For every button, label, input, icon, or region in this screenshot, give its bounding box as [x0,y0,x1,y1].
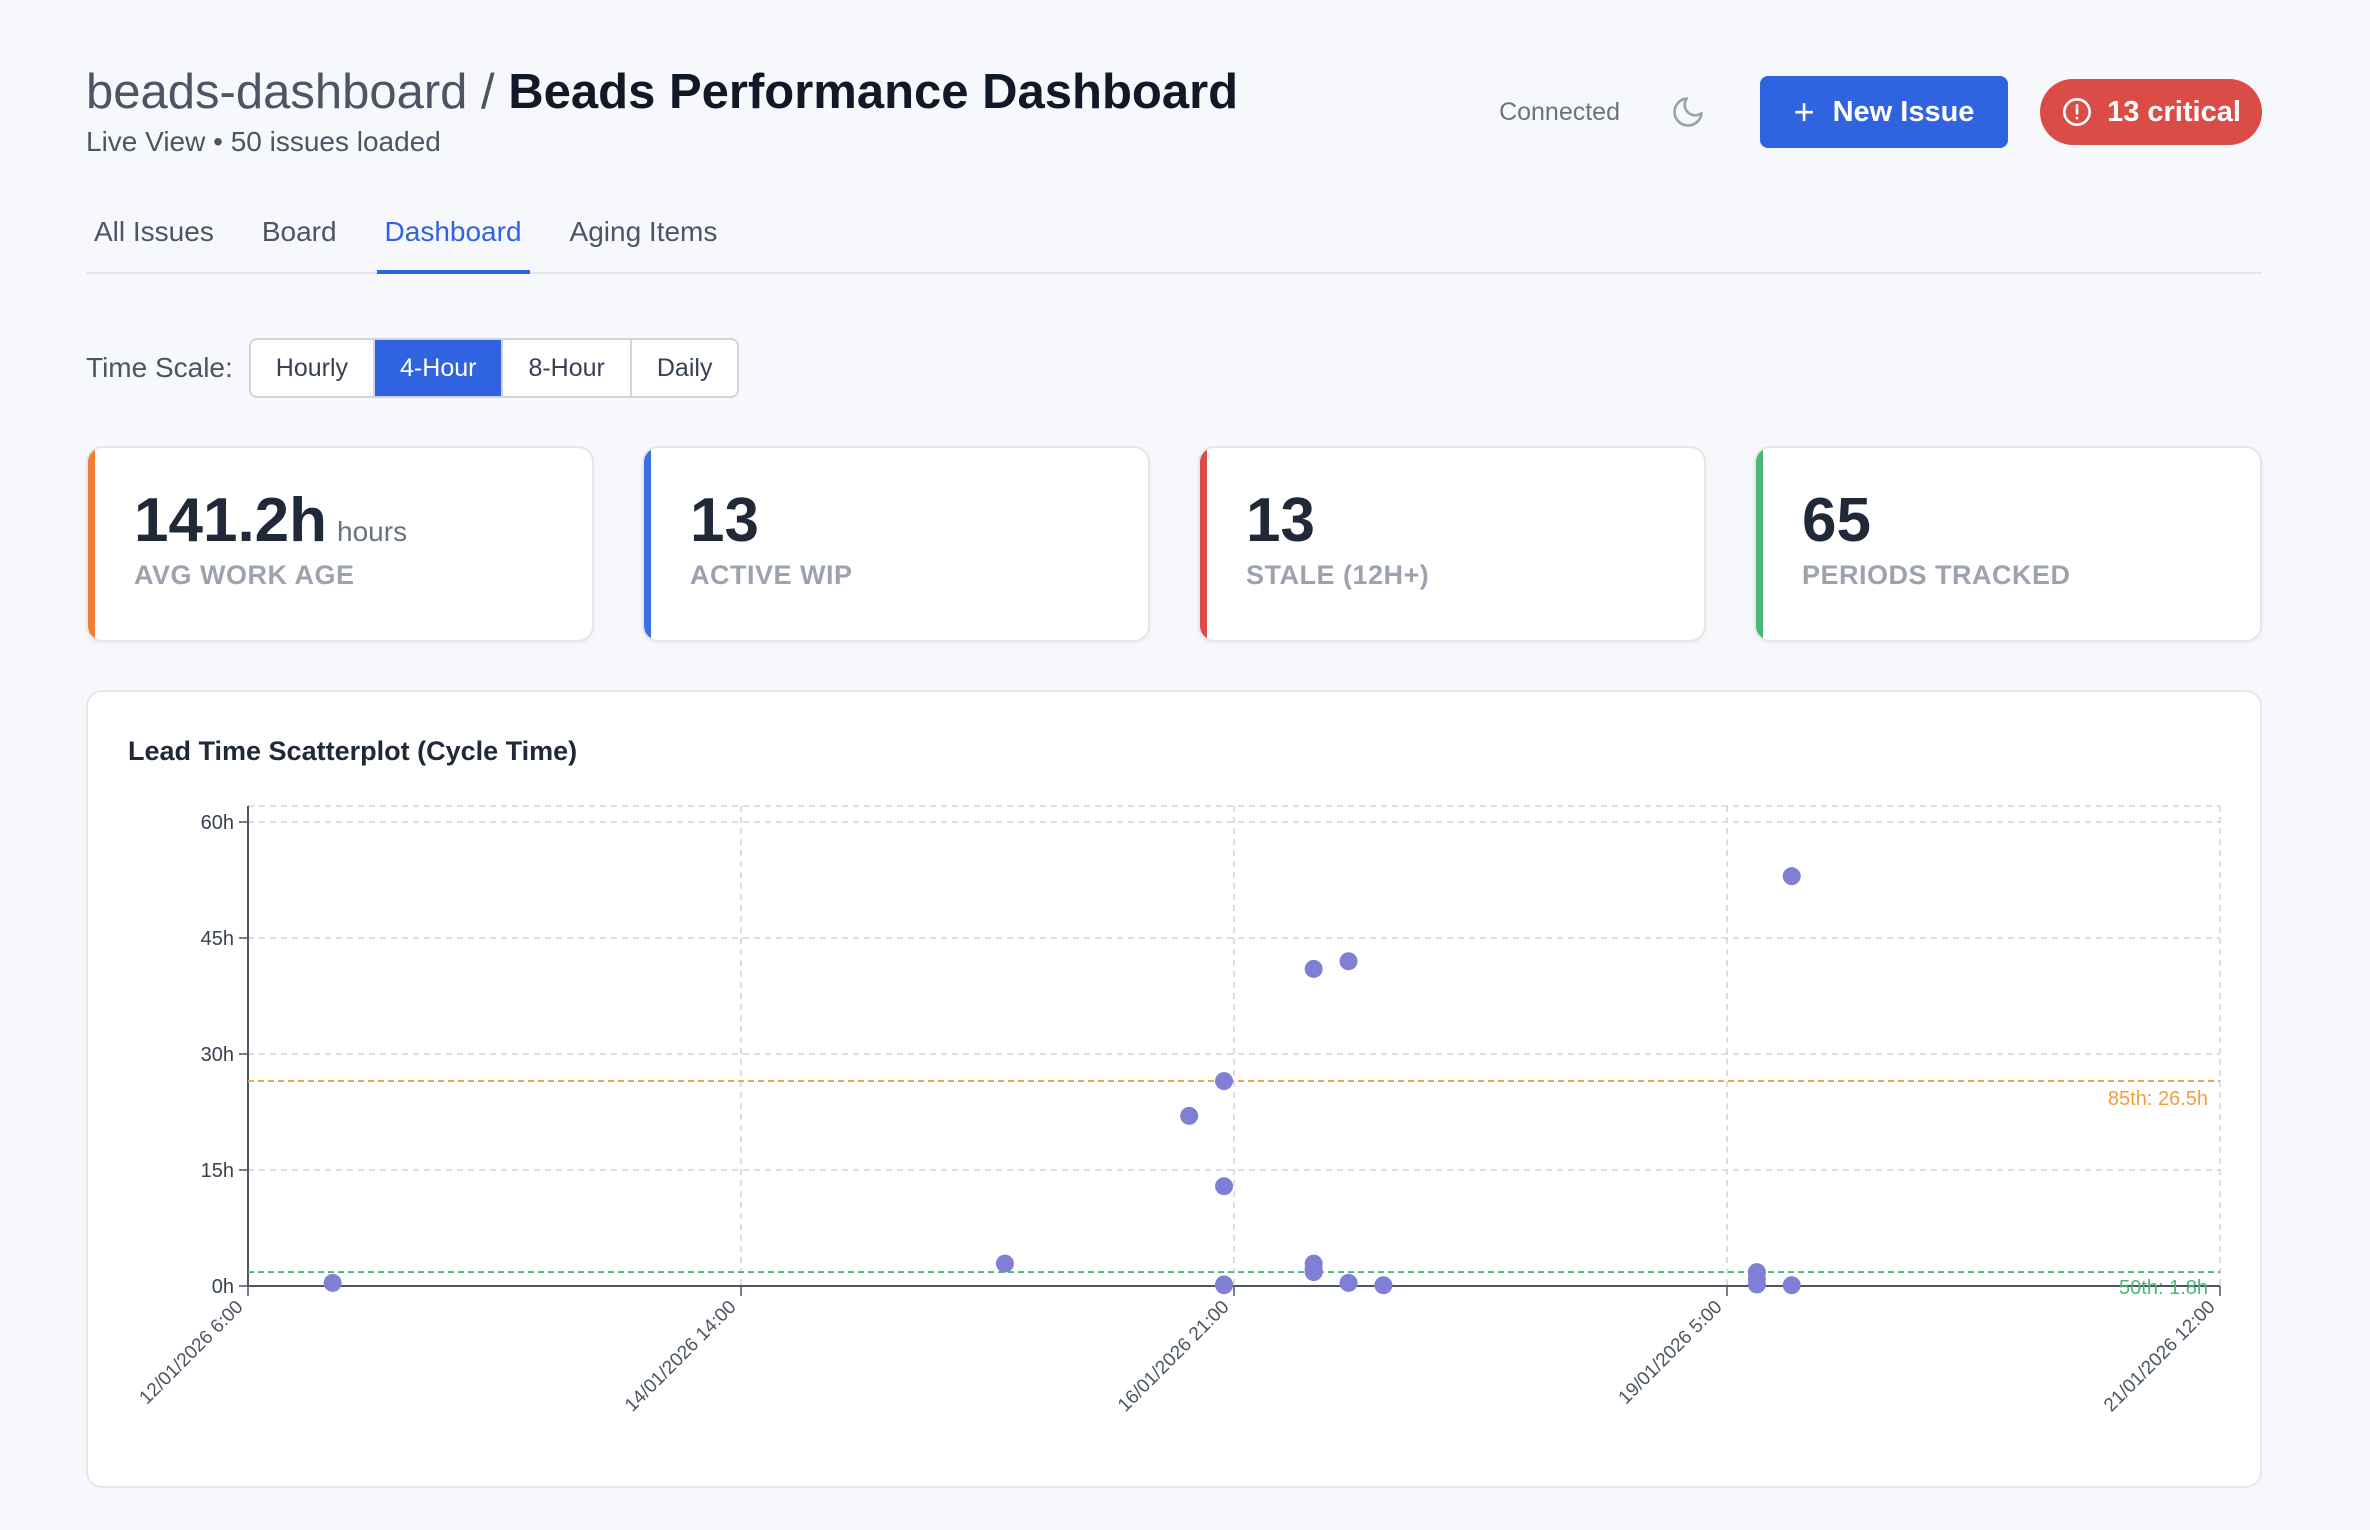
page-header: beads-dashboard / Beads Performance Dash… [86,62,2262,172]
metric-label: PERIODS TRACKED [1802,560,2071,590]
critical-badge[interactable]: 13 critical [2040,79,2262,145]
percentile-label: 50th: 1.8h [2119,1277,2208,1299]
data-point [1339,1273,1358,1292]
metric-card-periods-tracked: 65 PERIODS TRACKED [1754,446,2262,642]
lead-time-chart-card: Lead Time Scatterplot (Cycle Time) 0h 15h… [86,690,2262,1488]
tab-dashboard[interactable]: Dashboard [376,208,530,274]
chart-title: Lead Time Scatterplot (Cycle Time) [128,736,578,766]
header-actions: Connected + New Issue 13 critical [1499,76,2262,148]
time-scale-options: Hourly 4-Hour 8-Hour Daily [248,338,740,398]
moon-icon[interactable] [1668,92,1708,132]
percentile-label: 85th: 26.5h [2108,1088,2208,1110]
data-point [995,1254,1014,1273]
data-point [1215,1072,1234,1091]
metric-label: AVG WORK AGE [134,560,355,590]
x-tick-label: 21/01/2026 12:00 [2100,1297,2219,1416]
metric-card-stale: 13 STALE (12H+) [1198,446,1706,642]
y-tick-label: 45h [201,928,234,950]
data-point [1304,1263,1323,1282]
time-scale-label: Time Scale: [86,352,233,383]
time-scale-selector: Time Scale: Hourly 4-Hour 8-Hour Daily [86,338,740,398]
time-scale-daily[interactable]: Daily [656,353,713,382]
view-tabs: All Issues Board Dashboard Aging Items [86,208,2262,274]
y-tick-label: 15h [201,1160,234,1182]
data-point [323,1273,342,1292]
time-scale-8-hour[interactable]: 8-Hour [503,340,632,396]
page-title: beads-dashboard / Beads Performance Dash… [86,62,2262,122]
metric-cards: 141.2h hours AVG WORK AGE 13 ACTIVE WIP 1… [86,446,2262,642]
plus-icon: + [1793,91,1815,132]
metric-unit: hours [337,516,408,547]
data-point [1304,959,1323,978]
y-tick-label: 30h [201,1044,234,1066]
metric-value: 13 [1246,486,1315,555]
data-point [1782,867,1801,886]
card-accent [1200,448,1207,640]
data-point [1374,1276,1393,1295]
metric-label: ACTIVE WIP [690,560,853,590]
page-subtitle: Live View • 50 issues loaded [86,126,441,157]
data-point [1215,1177,1234,1196]
data-point [1339,952,1358,971]
connection-status: Connected [1499,97,1620,126]
data-point [1180,1106,1199,1125]
data-point [1747,1275,1766,1294]
x-tick-label: 12/01/2026 6:00 [136,1297,248,1409]
tab-board[interactable]: Board [261,216,337,247]
critical-label: 13 critical [2107,95,2241,128]
new-issue-button[interactable]: + New Issue [1760,76,2008,148]
metric-value: 13 [690,486,759,555]
metric-value: 65 [1802,486,1871,555]
tab-aging-items[interactable]: Aging Items [569,216,718,247]
metric-card-active-wip: 13 ACTIVE WIP [642,446,1150,642]
title-separator: / [481,65,495,119]
dashboard-title: Beads Performance Dashboard [508,65,1239,119]
new-issue-label: New Issue [1832,95,1975,128]
time-scale-hourly[interactable]: Hourly [251,340,376,396]
card-accent [644,448,651,640]
tab-all-issues[interactable]: All Issues [94,216,214,247]
card-accent [88,448,95,640]
data-point [1782,1276,1801,1295]
x-tick-label: 14/01/2026 14:00 [621,1297,740,1416]
metric-card-avg-work-age: 141.2h hours AVG WORK AGE [86,446,594,642]
metric-label: STALE (12H+) [1246,560,1430,590]
metric-value: 141.2h [134,486,328,555]
y-tick-label: 60h [201,812,234,834]
x-tick-label: 16/01/2026 21:00 [1114,1297,1233,1416]
alert-circle-icon [2063,98,2092,126]
x-tick-label: 19/01/2026 5:00 [1615,1297,1727,1409]
data-point [1215,1276,1234,1295]
time-scale-4-hour[interactable]: 4-Hour [375,340,504,396]
project-name: beads-dashboard [86,65,468,119]
card-accent [1756,448,1763,640]
y-tick-label: 0h [212,1276,234,1298]
lead-time-scatterplot: 0h 15h 30h 45h 60h 12/01/2026 6:00 14/01/2026 … [136,805,2221,1416]
